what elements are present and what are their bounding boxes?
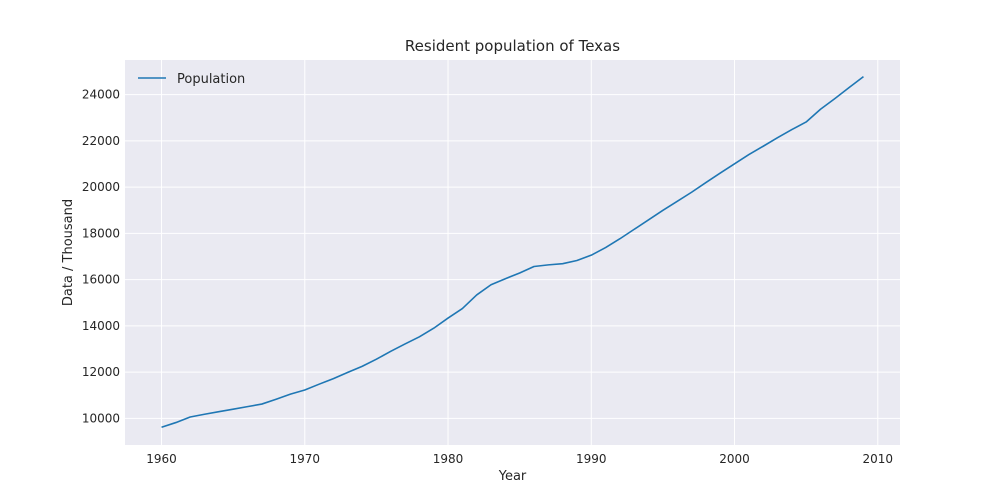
y-tick-label: 20000 [82, 180, 120, 194]
y-tick-label: 24000 [82, 88, 120, 102]
y-tick-label: 16000 [82, 273, 120, 287]
legend-label-population: Population [177, 72, 245, 87]
x-tick-label: 1960 [146, 452, 177, 466]
y-axis-label: Data / Thousand [61, 199, 76, 306]
x-gridlines [161, 60, 879, 445]
x-tick-label: 1970 [290, 452, 321, 466]
x-axis-label: Year [498, 469, 527, 484]
y-tick-label: 18000 [82, 226, 120, 240]
plot-area [125, 60, 900, 445]
y-tick-label: 14000 [82, 319, 120, 333]
y-tick-labels: 10000 12000 14000 16000 18000 20000 22000 24000 [82, 88, 120, 426]
legend: Population [138, 72, 245, 87]
y-tick-label: 22000 [82, 134, 120, 148]
x-tick-label: 1980 [433, 452, 464, 466]
y-tick-label: 12000 [82, 365, 120, 379]
x-tick-labels: 1960 1970 1980 1990 2000 2010 [146, 452, 893, 466]
x-tick-label: 2010 [863, 452, 894, 466]
population-line [161, 76, 864, 428]
y-tick-label: 10000 [82, 411, 120, 425]
chart-title: Resident population of Texas [405, 37, 620, 55]
x-tick-label: 1990 [576, 452, 607, 466]
x-tick-label: 2000 [719, 452, 750, 466]
